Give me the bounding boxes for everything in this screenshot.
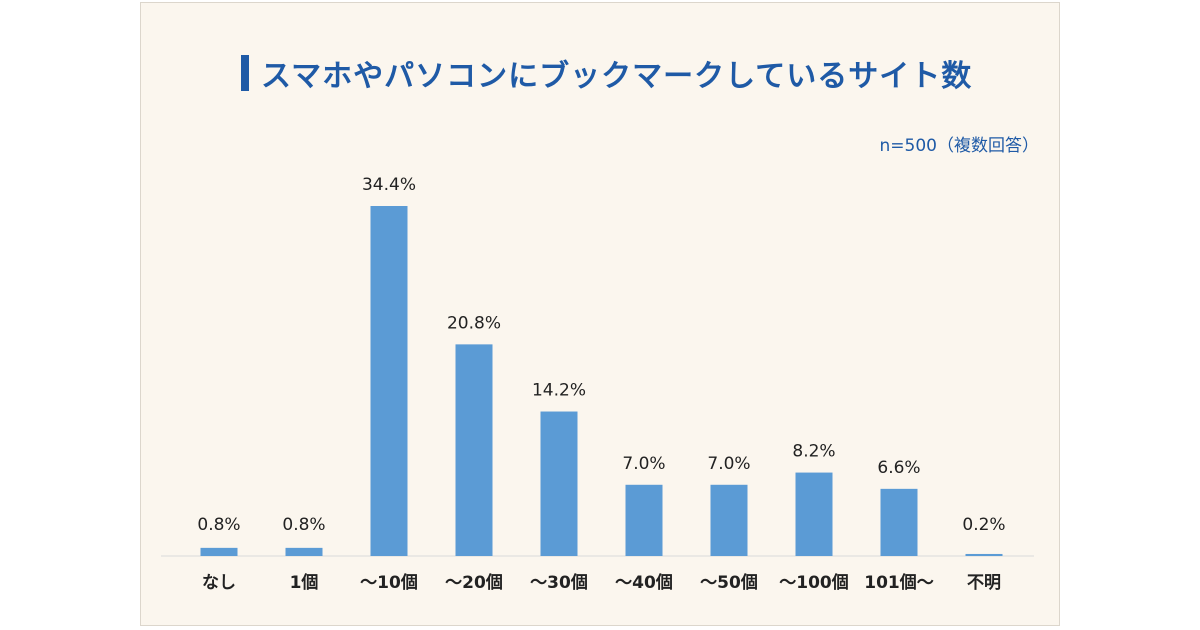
value-label-5: 7.0% <box>622 454 665 474</box>
bar-2 <box>370 206 408 556</box>
title-accent-bar <box>241 55 249 91</box>
bar-9 <box>965 553 1003 556</box>
category-label-5: ～40個 <box>615 572 673 593</box>
value-label-2: 34.4% <box>362 175 416 195</box>
bar-6 <box>710 484 748 556</box>
category-label-3: ～20個 <box>445 572 503 593</box>
bar-4 <box>540 411 578 556</box>
value-label-0: 0.8% <box>197 515 240 535</box>
bar-7 <box>795 472 833 556</box>
category-label-1: 1個 <box>290 572 319 593</box>
chart-title: スマホやパソコンにブックマークしているサイト数 <box>261 59 973 94</box>
value-label-1: 0.8% <box>282 515 325 535</box>
value-label-9: 0.2% <box>962 515 1005 535</box>
category-label-6: ～50個 <box>700 572 758 593</box>
value-label-4: 14.2% <box>532 381 586 401</box>
value-label-8: 6.6% <box>877 458 920 478</box>
value-label-7: 8.2% <box>792 442 835 462</box>
value-label-6: 7.0% <box>707 454 750 474</box>
bar-chart: 0.8% なし 0.8% 1個 34.4% ～10個 20.8% ～20個 14.2% ～30個 7… <box>161 175 1034 593</box>
category-label-4: ～30個 <box>530 572 588 593</box>
bar-1 <box>285 547 323 556</box>
bar-0 <box>200 547 238 556</box>
bar-8 <box>880 488 918 556</box>
category-label-2: ～10個 <box>360 572 418 593</box>
sample-size-note: n=500（複数回答） <box>879 136 1039 156</box>
title-block: スマホやパソコンにブックマークしているサイト数 <box>241 51 972 95</box>
bar-5 <box>625 484 663 556</box>
category-label-9: 不明 <box>967 573 1001 593</box>
bar-3 <box>455 344 493 556</box>
value-label-3: 20.8% <box>447 313 501 333</box>
chart-card: スマホやパソコンにブックマークしているサイト数 n=500（複数回答） 0.8%… <box>140 2 1060 626</box>
category-label-8: 101個～ <box>864 572 934 593</box>
category-label-7: ～100個 <box>779 572 849 593</box>
category-label-0: なし <box>202 573 236 593</box>
